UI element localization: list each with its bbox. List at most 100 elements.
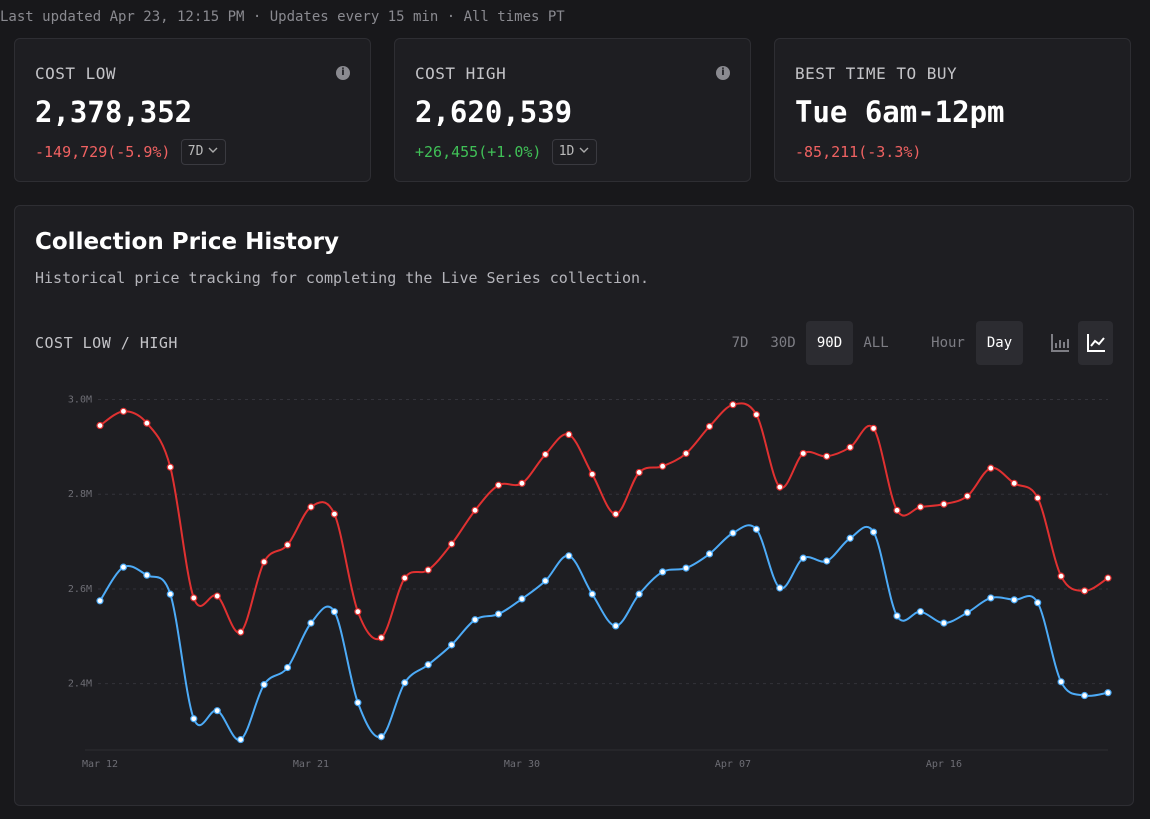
card-change: -85,211(-3.3%) [795,143,922,161]
data-point [635,468,643,477]
range-button[interactable]: ALL [863,335,889,351]
x-tick-label: Apr 16 [926,759,962,770]
data-point [729,401,737,409]
data-point [541,450,549,459]
data-point [846,443,854,451]
period-dropdown[interactable]: 7D [180,139,227,165]
y-tick-label: 3.0M [68,394,92,405]
data-point [354,699,362,707]
data-point [752,525,760,533]
data-point [635,590,643,598]
data-point [377,634,385,642]
data-point [893,612,901,620]
data-point [612,510,620,518]
data-point [799,554,807,562]
data-point [518,595,526,603]
card-value: 2,620,539 [415,95,573,129]
data-point [237,735,245,744]
line-chart-toggle[interactable] [1078,321,1113,365]
panel-title: Collection Price History [35,229,340,255]
chevron [208,147,218,153]
data-point [1057,678,1065,686]
panel [14,205,1134,806]
data-point [401,574,409,582]
data-point [1034,494,1042,502]
data-point [213,592,221,600]
card-change: -149,729(-5.9%) [35,143,171,161]
data-point [963,492,971,500]
stat-card: BEST TIME TO BUY Tue 6am-12pm -85,211(-3.3… [774,38,1131,182]
data-point [307,619,315,627]
interval-button[interactable]: Hour [931,335,965,351]
data-point [846,534,854,542]
data-point [987,594,995,602]
data-point [354,608,362,616]
y-tick-label: 2.8M [68,489,92,500]
series-line [99,524,1109,741]
info-icon[interactable]: i [716,66,730,80]
card-change: +26,455(+1.0%) [415,143,542,161]
data-point [1010,596,1018,604]
data-point [823,452,831,460]
data-point [424,661,432,669]
data-point [237,628,245,636]
y-tick-label: 2.6M [68,584,92,595]
data-point [1057,572,1065,580]
data-point [799,449,807,458]
x-tick-label: Mar 12 [82,759,118,770]
data-point [588,590,596,598]
data-point [612,622,620,630]
data-point [190,594,198,602]
data-point [307,503,315,511]
data-point [518,479,526,487]
data-point [213,707,221,715]
stat-card: COST LOW 2,378,352 -149,729(-5.9%) i 7D [14,38,371,182]
stat-card: COST HIGH 2,620,539 +26,455(+1.0%) i 1D [394,38,751,182]
card-label: COST LOW [35,64,117,83]
data-point [471,616,479,624]
data-point [448,540,456,548]
series-line [99,402,1109,641]
data-point [987,464,995,472]
data-point [659,462,667,470]
interval-button[interactable]: Day [976,321,1023,365]
data-point [190,715,198,723]
data-point [705,550,714,558]
data-point [682,449,690,458]
data-point [283,541,292,549]
data-point [166,463,174,471]
range-button[interactable]: 30D [770,335,796,351]
data-point [1104,574,1112,582]
data-point [119,407,128,415]
y-tick-label: 2.4M [68,679,92,690]
data-point [869,528,878,536]
bar-chart-toggle[interactable] [1042,321,1078,365]
info-icon[interactable]: i [336,66,350,80]
range-button[interactable]: 90D [806,321,853,365]
data-point [705,422,714,431]
data-point [776,483,784,491]
data-point [729,529,737,537]
panel-subtitle: Historical price tracking for completing… [35,269,650,287]
data-point [940,619,948,627]
data-point [494,610,503,618]
data-point [119,563,128,571]
data-point [471,506,479,514]
chart-label: COST LOW / HIGH [35,334,178,352]
data-point [330,608,339,616]
range-button[interactable]: 7D [731,335,749,351]
status-line: Last updated Apr 23, 12:15 PM · Updates … [0,9,565,25]
data-point [541,577,549,585]
data-point [424,566,432,574]
period-dropdown[interactable]: 1D [551,139,598,165]
data-point [143,419,151,427]
data-point [143,571,151,579]
data-point [963,609,971,617]
data-point [893,506,901,514]
data-point [776,584,784,592]
data-point [1080,587,1089,595]
data-point [377,733,385,741]
data-point [448,641,456,649]
